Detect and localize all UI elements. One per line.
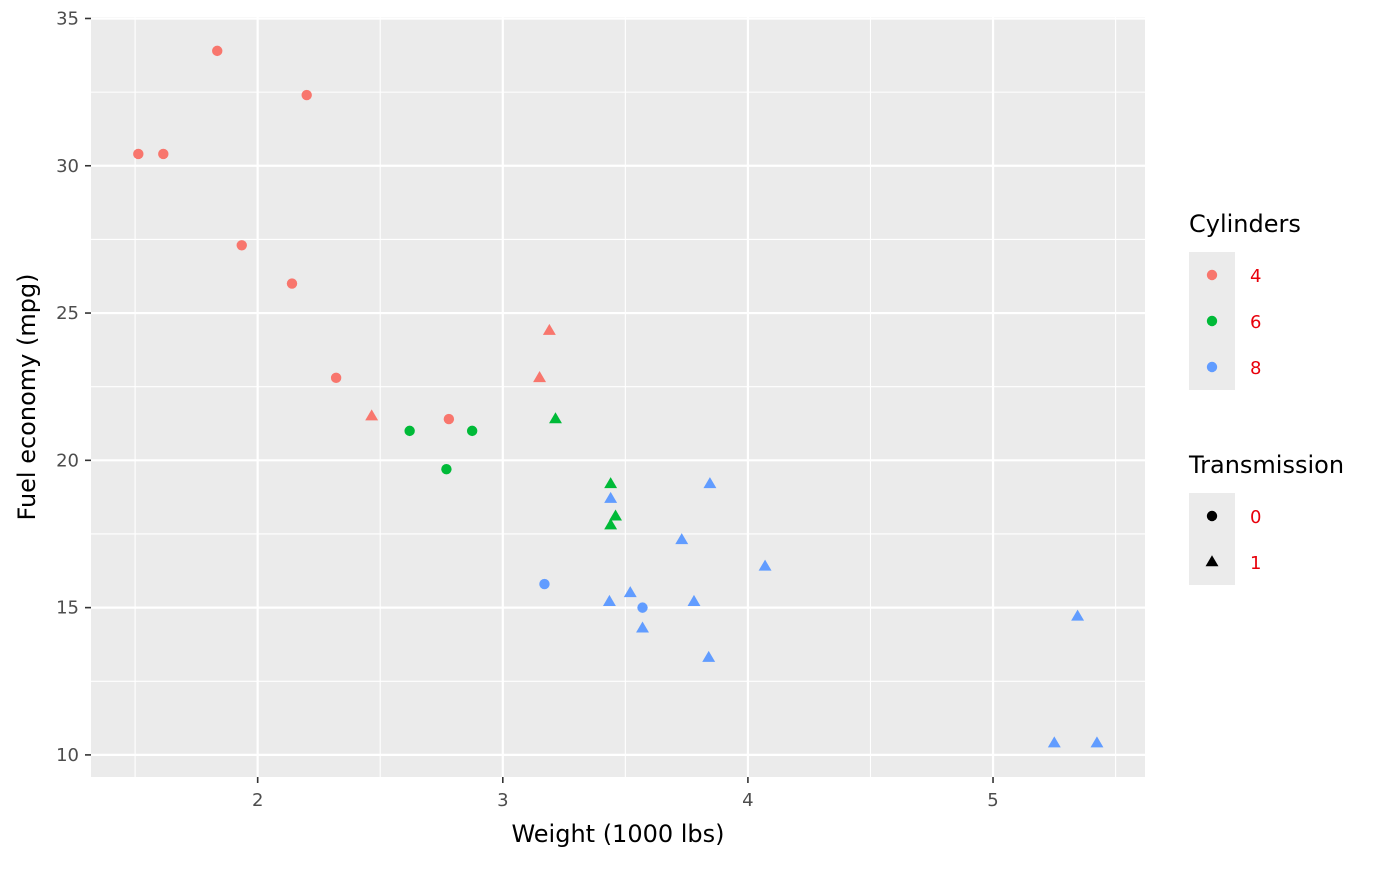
y-axis-title: Fuel economy (mpg)	[13, 273, 41, 520]
data-point	[236, 240, 247, 251]
data-point	[443, 413, 455, 425]
legend-transmission-label: 0	[1250, 507, 1261, 528]
plot-panel	[91, 17, 1145, 777]
data-point	[604, 477, 618, 489]
data-point	[702, 650, 716, 662]
x-axis-title: Weight (1000 lbs)	[511, 820, 724, 848]
legend-transmission: Transmission 0 1	[1188, 451, 1344, 585]
data-point	[549, 412, 562, 424]
legend-transmission-key	[1206, 510, 1218, 522]
data-point	[365, 409, 379, 421]
y-axis: 10 15 20 25 30 35	[56, 8, 91, 766]
data-point	[602, 594, 616, 606]
data-point	[1047, 736, 1061, 748]
y-tick-label: 10	[56, 745, 79, 766]
y-tick-label: 35	[56, 8, 79, 29]
data-point	[1090, 736, 1104, 748]
y-tick-label: 30	[56, 156, 79, 177]
x-tick-label: 2	[252, 790, 263, 811]
legend-transmission-title: Transmission	[1188, 451, 1344, 479]
data-point	[330, 372, 342, 384]
y-tick-label: 15	[56, 598, 79, 619]
data-point	[133, 148, 144, 160]
data-point	[404, 425, 415, 437]
data-point	[623, 586, 637, 598]
data-point	[604, 491, 618, 503]
data-point	[609, 509, 623, 521]
y-tick-label: 20	[56, 450, 79, 471]
legend-transmission-key-background	[1189, 493, 1235, 585]
data-point	[542, 323, 556, 335]
legend-cylinders-key	[1206, 269, 1218, 281]
x-tick-label: 4	[742, 790, 753, 811]
data-point	[533, 371, 547, 383]
legend-cylinders-key	[1206, 315, 1218, 327]
data-point	[286, 278, 298, 289]
data-point	[703, 477, 717, 489]
data-point	[687, 594, 701, 606]
data-point	[539, 578, 550, 590]
legend-transmission-label: 1	[1250, 553, 1261, 574]
data-point	[636, 621, 649, 633]
legend-cylinders-title: Cylinders	[1189, 210, 1301, 238]
minor-gridlines	[91, 17, 1145, 777]
data-point	[158, 148, 169, 160]
data-points	[133, 45, 1104, 748]
x-axis: 2 3 4 5	[252, 777, 999, 811]
data-point	[758, 559, 772, 571]
data-point	[604, 518, 618, 530]
legend-cylinders-label: 4	[1250, 266, 1261, 287]
legend-cylinders-key	[1206, 361, 1218, 373]
legend-cylinders: Cylinders 4 6 8	[1189, 210, 1301, 390]
data-point	[675, 533, 689, 545]
y-tick-label: 25	[56, 303, 79, 324]
x-tick-label: 3	[497, 790, 508, 811]
data-point	[441, 463, 452, 475]
data-point	[1071, 609, 1085, 621]
major-gridlines	[91, 17, 1145, 777]
data-point	[637, 602, 648, 613]
legend-cylinders-label: 6	[1250, 312, 1261, 333]
data-point	[466, 425, 478, 437]
legend-transmission-key	[1205, 555, 1219, 567]
legend-cylinders-label: 8	[1250, 358, 1261, 379]
data-point	[212, 45, 223, 57]
x-tick-label: 5	[987, 790, 998, 811]
data-point	[301, 89, 312, 101]
